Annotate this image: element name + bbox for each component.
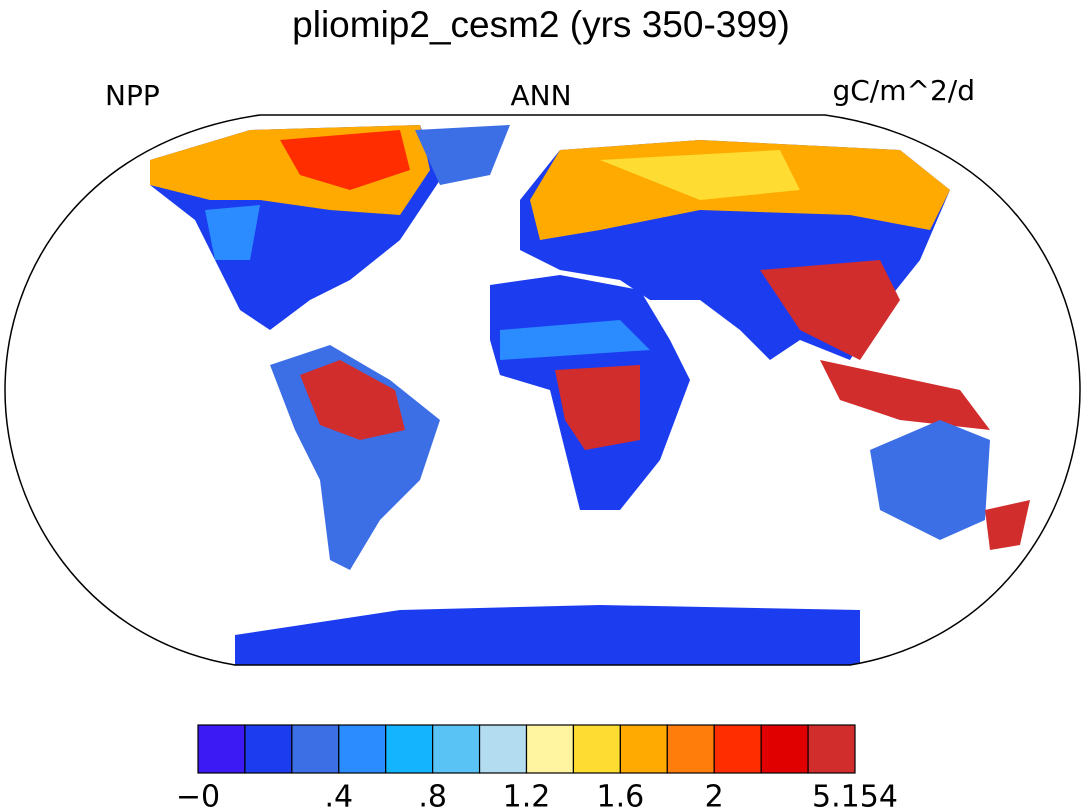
colorbar-label: 1.2	[503, 780, 551, 812]
land	[300, 360, 405, 440]
colorbar-box	[760, 724, 809, 774]
colorbar-box	[197, 724, 246, 774]
land	[205, 205, 260, 260]
land	[820, 360, 990, 430]
colorbar-box	[525, 724, 575, 774]
colorbar-box	[713, 724, 762, 774]
map	[150, 125, 1030, 665]
colorbar-label: −0	[176, 780, 220, 812]
variable-label: NPP	[105, 79, 160, 112]
land	[985, 500, 1030, 550]
land	[415, 125, 510, 185]
colorbar-label: 2	[705, 780, 724, 812]
colorbar-label: 5.154	[812, 780, 898, 812]
land	[235, 605, 860, 665]
colorbar-box	[432, 724, 481, 774]
units-label: gC/m^2/d	[832, 74, 975, 107]
land	[760, 260, 900, 360]
colorbar-box	[291, 724, 340, 774]
season-label: ANN	[510, 79, 571, 112]
map-border	[4, 114, 1081, 666]
colorbar-label: .4	[324, 780, 353, 812]
land	[280, 130, 410, 190]
colorbar-box	[385, 724, 434, 774]
colorbar-box	[666, 724, 715, 774]
colorbar-label: 1.6	[596, 780, 644, 812]
colorbar-box	[338, 724, 387, 774]
colorbar-box	[244, 724, 293, 774]
colorbar-box	[478, 724, 528, 774]
colorbar: −0 .4 .8 1.2 1.6 2 5.154	[176, 724, 898, 812]
land	[500, 320, 650, 360]
land	[600, 150, 800, 200]
colorbar-box	[572, 724, 621, 774]
colorbar-box	[619, 724, 668, 774]
title: pliomip2_cesm2 (yrs 350-399)	[292, 4, 790, 45]
land	[555, 365, 640, 450]
land	[870, 420, 990, 540]
colorbar-box	[807, 724, 856, 774]
colorbar-label: .8	[418, 780, 447, 812]
